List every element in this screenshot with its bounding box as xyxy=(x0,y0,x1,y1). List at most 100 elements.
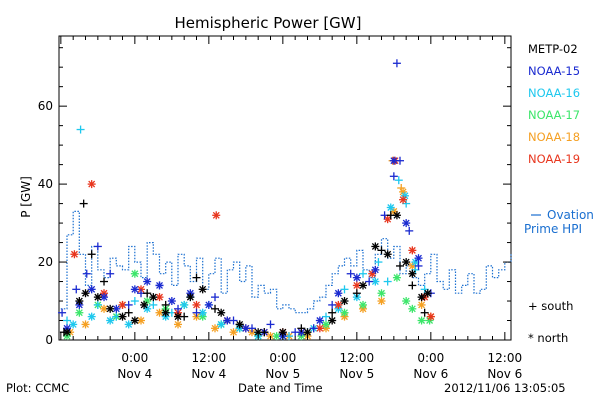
metp-02-north-point xyxy=(417,293,426,302)
noaa-17-north-point xyxy=(340,308,349,317)
y-axis-ticks: 0 20 40 60 xyxy=(38,47,511,347)
metp-02-south-point xyxy=(211,304,220,313)
noaa-16-south-point xyxy=(322,312,331,321)
metp-02-south-point xyxy=(408,281,417,290)
noaa-17-north-point xyxy=(425,316,434,325)
metp-02-north-point xyxy=(149,293,158,302)
y-tick-label: 20 xyxy=(38,255,53,269)
noaa-16-north-point xyxy=(386,203,395,212)
x-tick-date-label: Nov 6 xyxy=(487,367,522,381)
metp-02-north-point xyxy=(106,304,115,313)
ovation-key-label-1: Ovation xyxy=(547,208,594,222)
noaa-15-south-point xyxy=(174,304,183,313)
noaa-18-north-point xyxy=(229,328,238,337)
noaa-17-north-point xyxy=(417,316,426,325)
noaa-15-south-point xyxy=(291,328,300,337)
noaa-15-south-point xyxy=(414,261,423,270)
x-tick-date-label: Nov 5 xyxy=(265,367,300,381)
metp-02-north-point xyxy=(186,293,195,302)
noaa-15-peak-south-point xyxy=(392,59,401,68)
metp-02-north-point xyxy=(423,289,432,298)
noaa-15-south-point xyxy=(124,300,133,309)
y-tick-label: 60 xyxy=(38,99,53,113)
noaa-19-north-point xyxy=(192,300,201,309)
noaa-18-north-point xyxy=(211,324,220,333)
noaa-15-north-point xyxy=(87,285,96,294)
noaa-16-north-point xyxy=(106,316,115,325)
metp-02-north-point xyxy=(118,312,127,321)
metp-02-south-point xyxy=(377,246,386,255)
footer-axis-label: Date and Time xyxy=(238,381,323,395)
metp-02-north-point xyxy=(371,242,380,251)
noaa-16-south-point xyxy=(383,277,392,286)
noaa-17-north-point xyxy=(402,297,411,306)
metp-02-north-point xyxy=(161,308,170,317)
noaa-16-north-point xyxy=(124,320,133,329)
metp-02-south-point xyxy=(143,289,152,298)
noaa-15-south-point xyxy=(389,172,398,181)
noaa-16-south-point xyxy=(130,297,139,306)
noaa-15-south-point xyxy=(211,293,220,302)
x-tick-date-label: Nov 4 xyxy=(191,367,226,381)
noaa-15-south-point xyxy=(82,269,91,278)
metp-02-south-point xyxy=(235,320,244,329)
noaa-15-south-point xyxy=(229,316,238,325)
metp-02-north-point xyxy=(130,316,139,325)
metp-02-south-point xyxy=(420,308,429,317)
x-tick-time-label: 12:00 xyxy=(340,351,375,365)
noaa-16-south-point xyxy=(63,316,72,325)
metp-02-south-point xyxy=(386,211,395,220)
x-axis-ticks: 0:00 Nov 4 12:00 Nov 4 0:00 Nov 5 12:00 Nov 5 0:… xyxy=(60,36,523,381)
noaa-17-north-point xyxy=(359,300,368,309)
noaa-16-north-point xyxy=(371,277,380,286)
noaa-16-north-point xyxy=(217,320,226,329)
noaa-17-north-point xyxy=(377,289,386,298)
noaa-15-north-point xyxy=(112,304,121,313)
noaa-18-north-point xyxy=(155,308,164,317)
noaa-19-north-point xyxy=(426,312,435,321)
legend-noaa-17: NOAA-17 xyxy=(528,108,581,122)
y-tick-label: 0 xyxy=(45,333,53,347)
noaa-15-south-point xyxy=(365,277,374,286)
noaa-16-south-point xyxy=(340,285,349,294)
noaa-19-north-point xyxy=(70,250,79,259)
metp-02-north-point xyxy=(81,289,90,298)
metp-02-south-point xyxy=(297,324,306,333)
metp-02-south-point xyxy=(87,250,96,259)
metp-02-north-point xyxy=(198,285,207,294)
noaa-17-north-point xyxy=(392,273,401,282)
noaa-19-north-point xyxy=(399,195,408,204)
noaa-15-south-point xyxy=(106,269,115,278)
legend-noaa-18: NOAA-18 xyxy=(528,130,581,144)
noaa-18-south-point xyxy=(397,184,406,192)
noaa-15-north-point xyxy=(130,285,139,294)
x-tick-date-label: Nov 4 xyxy=(117,367,152,381)
noaa-18-north-point xyxy=(174,320,183,329)
metp-02-north-point xyxy=(383,250,392,259)
noaa-16-north-point xyxy=(69,320,78,329)
noaa-15-south-point xyxy=(266,320,275,329)
metp-02-south-point xyxy=(161,300,170,309)
noaa-15-north-point xyxy=(100,293,109,302)
noaa-16-south-point xyxy=(149,300,158,309)
noaa-15-south-point xyxy=(396,156,405,165)
metp-02-south-point xyxy=(124,308,133,317)
chart-title: Hemispheric Power [GW] xyxy=(175,14,362,32)
metp-02-north-point xyxy=(75,297,84,306)
metp-02-north-point xyxy=(359,281,368,290)
metp-02-south-point xyxy=(192,273,201,282)
metp-02-north-point xyxy=(328,316,337,325)
noaa-15-south-point xyxy=(328,300,337,309)
x-tick-time-label: 12:00 xyxy=(488,351,523,365)
metp-02-south-point xyxy=(100,277,109,286)
noaa-16-south-point xyxy=(93,300,102,309)
y-tick-label: 40 xyxy=(38,177,53,191)
metp-02-south-point xyxy=(180,312,189,321)
plot-axes xyxy=(58,35,512,341)
metp-02-south-point xyxy=(328,308,337,317)
noaa-16-north-point xyxy=(180,300,189,309)
noaa-16-north-point xyxy=(198,308,207,317)
metp-02-north-point xyxy=(340,297,349,306)
